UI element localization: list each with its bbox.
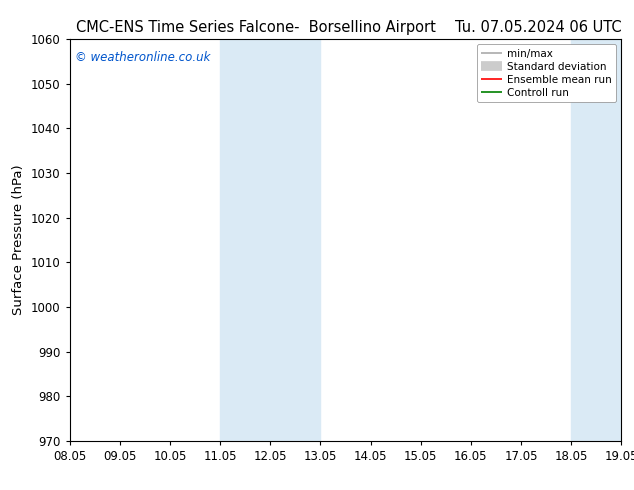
Bar bbox=[571, 39, 621, 441]
Y-axis label: Surface Pressure (hPa): Surface Pressure (hPa) bbox=[13, 165, 25, 316]
Bar bbox=[220, 39, 320, 441]
Text: CMC-ENS Time Series Falcone-  Borsellino Airport: CMC-ENS Time Series Falcone- Borsellino … bbox=[76, 20, 436, 35]
Text: Tu. 07.05.2024 06 UTC: Tu. 07.05.2024 06 UTC bbox=[455, 20, 621, 35]
Legend: min/max, Standard deviation, Ensemble mean run, Controll run: min/max, Standard deviation, Ensemble me… bbox=[477, 45, 616, 102]
Text: © weatheronline.co.uk: © weatheronline.co.uk bbox=[75, 51, 210, 64]
